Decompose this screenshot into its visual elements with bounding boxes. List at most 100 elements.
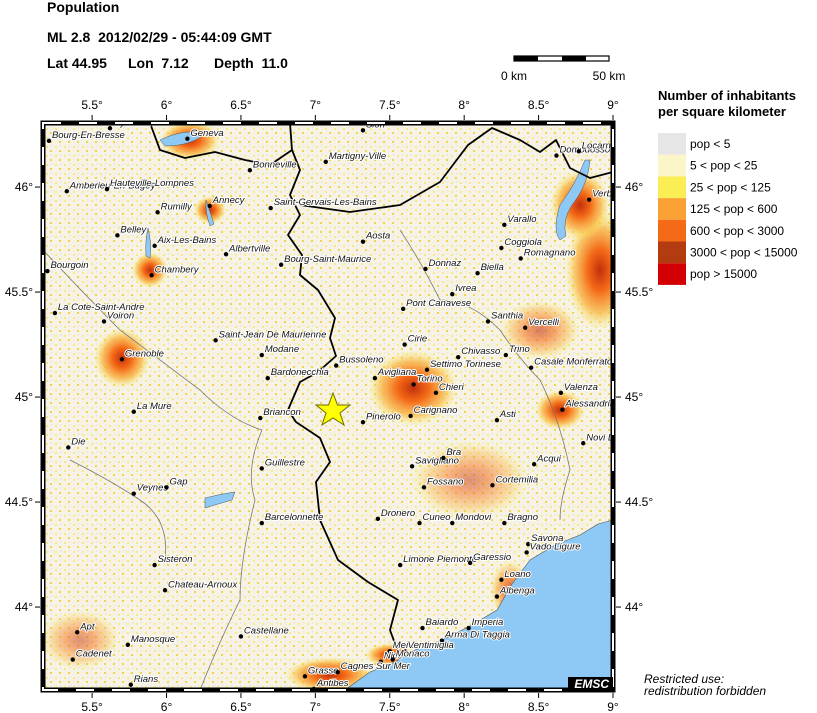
y-tick-label: 45° — [15, 390, 33, 404]
city-dot — [128, 682, 134, 687]
city-dot — [490, 483, 495, 488]
city-label: Vercelli — [528, 317, 560, 328]
city-dot — [238, 634, 244, 639]
city-dot — [421, 485, 427, 490]
city-dot — [528, 365, 534, 370]
city-label: Trino — [509, 344, 530, 355]
city-label: Novi Ligure — [586, 432, 634, 443]
city-label: Barcelonnette — [265, 512, 324, 523]
city-dot — [586, 197, 592, 202]
city-dot — [439, 638, 445, 643]
city-label: Menton — [393, 640, 425, 651]
city-dot — [101, 319, 107, 324]
city-dot — [258, 415, 263, 421]
city-label: Belley — [120, 224, 147, 235]
city-label: Bra — [446, 447, 461, 458]
city-label: Bourg-En-Bresse — [52, 130, 125, 141]
y-tick-label: 44.5° — [5, 495, 33, 509]
city-dot — [70, 657, 75, 662]
city-dot — [423, 266, 428, 272]
city-label: La Cote-Saint-Andre — [58, 302, 145, 313]
city-label: Carignano — [414, 405, 458, 416]
city-label: Cirie — [408, 334, 428, 345]
city-label: Chivasso — [461, 346, 500, 357]
city-label: Biella — [481, 262, 504, 273]
city-layer: Oyonnax Bourg-En-Bresse Geneva Sion Martigny… — [45, 117, 634, 690]
city-label: Hauteville-Lompnes — [110, 178, 194, 189]
city-label: Vado Ligure — [530, 541, 581, 552]
event-lat: Lat 44.95 — [47, 55, 107, 71]
y-tick-label: 44° — [15, 600, 33, 614]
x-tick-label: 6.5° — [230, 98, 252, 112]
y-tick-label: 45° — [625, 390, 643, 404]
city-dot — [402, 342, 407, 347]
city-dot — [525, 541, 531, 547]
city-dot — [441, 455, 446, 461]
legend-swatch — [658, 176, 686, 199]
city-label: Gap — [170, 476, 188, 487]
city-label: Grenoble — [125, 348, 164, 359]
city-dot — [149, 273, 154, 278]
city-dot — [64, 189, 70, 194]
legend-label: 125 < pop < 600 — [690, 202, 778, 216]
legend-title: per square kilometer — [658, 104, 786, 119]
city-label: Loano — [504, 569, 530, 580]
city-label: Annecy — [212, 195, 246, 206]
city-dot — [52, 310, 58, 316]
city-dot — [475, 270, 480, 276]
city-label: Pinerolo — [366, 411, 401, 422]
city-label: Varallo — [507, 214, 536, 225]
regional-borders — [43, 229, 571, 690]
city-dot — [420, 625, 425, 631]
city-label: Die — [71, 436, 85, 447]
city-label: Romagnano — [524, 247, 576, 258]
city-dot — [408, 413, 413, 419]
city-dot — [66, 445, 71, 450]
city-label: Antibes — [316, 678, 349, 689]
city-label: Bourgoin — [50, 260, 88, 271]
city-dot — [185, 136, 190, 141]
city-dot — [524, 550, 529, 555]
city-label: Cortemilia — [495, 474, 538, 485]
y-tick-label: 45.5° — [625, 285, 653, 299]
city-dot — [411, 382, 416, 387]
x-tick-label: 7.5° — [379, 98, 401, 112]
city-dot — [503, 352, 509, 358]
city-label: Monaco — [396, 649, 430, 660]
legend-swatch — [658, 133, 686, 155]
city-label: Saint-Gervais-Les-Bains — [274, 197, 377, 208]
city-label: Dronero — [381, 508, 415, 519]
city-dot — [518, 256, 523, 261]
city-label: Geneva — [190, 128, 223, 139]
city-dot — [466, 625, 471, 631]
lakes — [145, 131, 591, 509]
city-label: Garessio — [473, 552, 511, 563]
city-dot — [265, 375, 270, 381]
x-tick-label: 7° — [310, 98, 322, 112]
city-label: Baiardo — [426, 617, 459, 628]
event-lon: Lon 7.12 — [128, 55, 189, 71]
legend-title: Number of inhabitants — [658, 88, 796, 103]
city-dot — [131, 491, 136, 496]
city-label: Limone Piemonte — [403, 554, 477, 565]
city-label: Mondovi — [455, 512, 492, 523]
city-label: Martigny-Ville — [329, 151, 386, 162]
legend-label: pop > 15000 — [690, 267, 757, 281]
city-dot — [576, 149, 581, 154]
legend-label: 25 < pop < 125 — [690, 180, 771, 194]
map-title: Population — [47, 0, 119, 15]
city-label: Saint-Jean De Maurienne — [219, 329, 327, 340]
city-dot — [409, 464, 415, 469]
city-label: Cagnes Sur Mer — [341, 661, 411, 672]
city-label: Locarn — [582, 140, 611, 151]
city-dot — [485, 319, 491, 324]
x-tick-label: 9° — [607, 98, 619, 112]
legend-swatch — [658, 263, 686, 285]
x-tick-label: 8.5° — [528, 98, 550, 112]
brand-box — [568, 677, 613, 691]
x-tick-label: 6.5° — [230, 700, 252, 713]
city-dot — [372, 375, 378, 381]
city-label: Oyonnax — [113, 117, 152, 128]
city-dot — [531, 462, 537, 467]
